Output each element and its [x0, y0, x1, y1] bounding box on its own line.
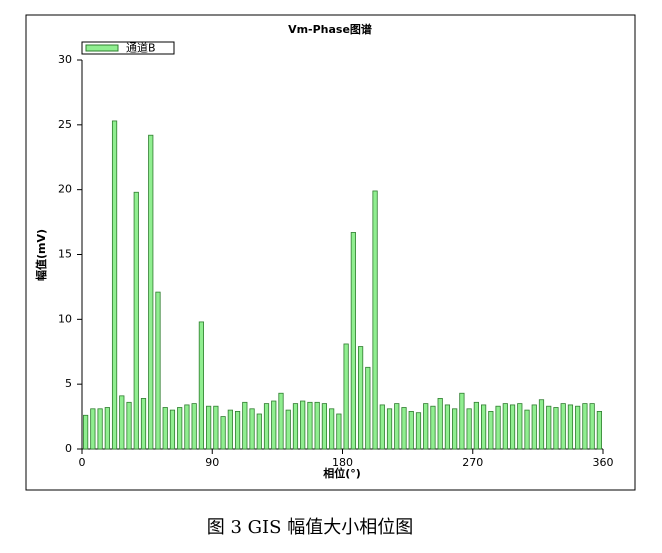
bar — [162, 407, 168, 450]
bar — [104, 407, 110, 450]
legend-label: 通道B — [126, 41, 156, 55]
y-tick-label: 5 — [65, 377, 72, 390]
y-tick-label: 10 — [58, 312, 72, 325]
bar — [227, 409, 233, 450]
bar — [148, 134, 154, 450]
bar — [336, 413, 342, 450]
bar — [90, 408, 96, 450]
bar — [379, 404, 385, 450]
bar — [437, 398, 443, 450]
bar — [589, 403, 595, 450]
bar — [350, 232, 356, 450]
bar — [481, 404, 487, 450]
x-tick-label: 360 — [593, 456, 614, 469]
bar — [459, 392, 465, 450]
bar — [111, 120, 118, 450]
legend-swatch — [85, 44, 119, 52]
bar — [321, 403, 328, 450]
bar — [488, 410, 494, 450]
bar — [343, 343, 349, 450]
bar — [263, 403, 270, 450]
bar — [372, 190, 378, 450]
bar — [119, 395, 125, 450]
bar — [314, 401, 320, 450]
bar — [249, 408, 255, 450]
y-tick-label: 25 — [58, 118, 72, 131]
bar — [126, 401, 132, 450]
bar — [234, 410, 241, 450]
bar — [582, 403, 588, 450]
bar — [596, 410, 602, 450]
bar — [538, 399, 545, 450]
bar — [365, 366, 371, 450]
bar — [495, 405, 501, 450]
bar — [473, 401, 479, 450]
bar — [220, 416, 226, 450]
bar — [452, 408, 458, 450]
y-tick-label: 30 — [58, 53, 72, 66]
bar — [292, 403, 299, 450]
bar — [444, 404, 451, 450]
bar — [531, 404, 537, 450]
y-tick-label: 0 — [65, 442, 72, 455]
bar — [509, 404, 516, 450]
bar — [83, 414, 89, 450]
bar — [206, 405, 212, 450]
bar — [394, 403, 400, 450]
bar — [191, 403, 197, 450]
bar — [386, 408, 393, 450]
bar — [177, 407, 183, 450]
bar — [408, 410, 414, 450]
bar — [271, 400, 277, 450]
bar — [560, 403, 566, 450]
bar — [184, 404, 190, 450]
bar — [97, 408, 103, 450]
x-tick-label: 180 — [332, 456, 353, 469]
bar — [553, 407, 559, 450]
caption: 图 3 GIS 幅值大小相位图 — [207, 517, 413, 538]
bar — [278, 392, 284, 450]
bar — [415, 412, 422, 450]
x-axis-label: 相位(°) — [323, 466, 361, 480]
bar — [329, 408, 335, 450]
bar — [502, 403, 508, 450]
bar — [546, 405, 552, 450]
bar — [307, 401, 313, 450]
bar — [169, 409, 176, 450]
bar — [466, 408, 472, 450]
bar — [133, 191, 139, 450]
bar — [300, 400, 306, 450]
bar — [357, 346, 364, 450]
bar — [155, 291, 161, 450]
bar — [140, 398, 147, 450]
chart-title: Vm-Phase图谱 — [288, 22, 372, 36]
bar — [575, 405, 581, 450]
bar — [423, 403, 429, 450]
bar — [401, 407, 407, 450]
bar — [198, 321, 204, 450]
bar — [213, 405, 219, 450]
y-axis-label: 幅值(mV) — [34, 229, 48, 281]
y-tick-label: 15 — [58, 248, 72, 261]
bar — [517, 403, 523, 450]
x-tick-label: 0 — [79, 456, 86, 469]
bar — [430, 405, 436, 450]
bar — [285, 409, 291, 450]
x-tick-label: 270 — [462, 456, 483, 469]
bar — [256, 413, 262, 450]
x-tick-label: 90 — [205, 456, 219, 469]
y-tick-label: 20 — [58, 183, 72, 196]
bar — [567, 404, 574, 450]
bar — [242, 401, 248, 450]
bar — [524, 409, 530, 450]
